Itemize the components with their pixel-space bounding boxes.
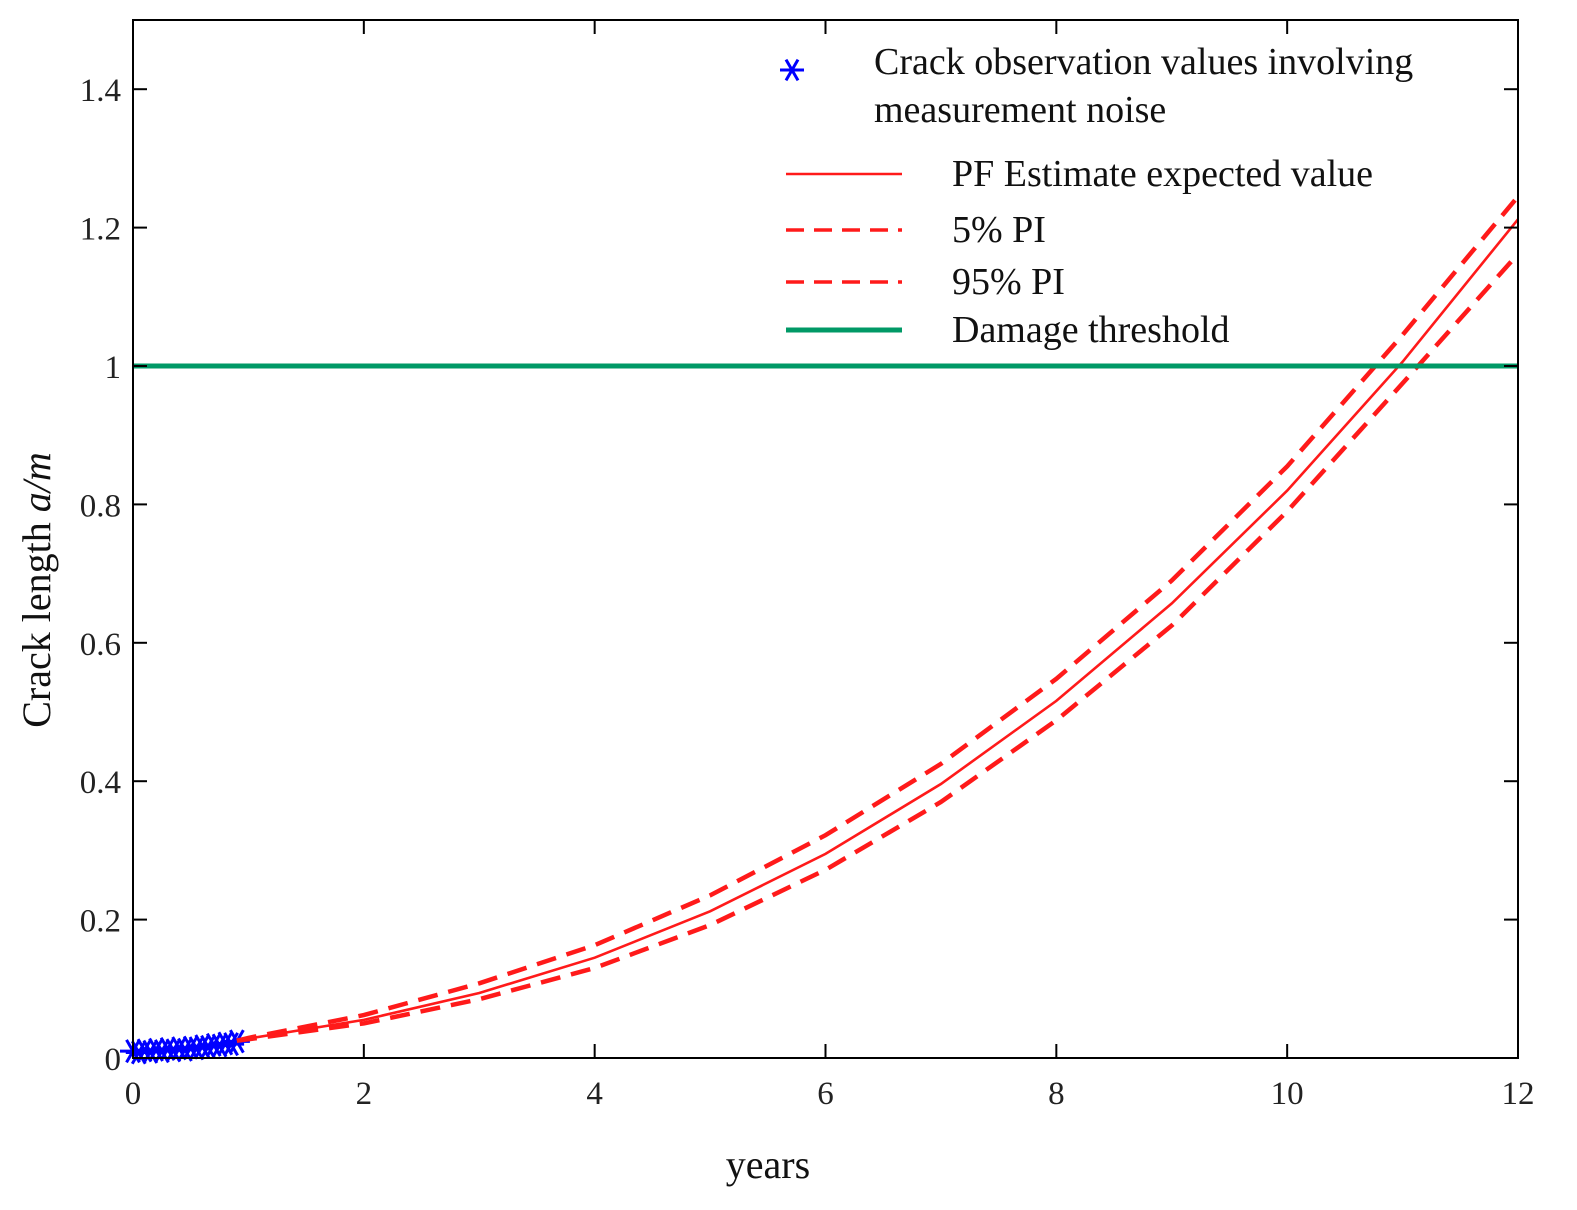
x-tick-label: 8	[1048, 1076, 1065, 1112]
legend-label: 5% PI	[952, 209, 1046, 251]
y-tick-label: 0.6	[80, 627, 121, 663]
legend-label: Crack observation values involving measur…	[874, 41, 1413, 131]
series-line-5-pi	[236, 252, 1520, 1043]
x-axis-title: years	[726, 1142, 810, 1187]
y-tick-label: 1.2	[80, 212, 121, 248]
legend-label: Damage threshold	[952, 309, 1230, 351]
x-tick-label: 6	[817, 1076, 834, 1112]
legend-swatch-observations	[780, 58, 804, 82]
series-line-pf-estimate-expected-value	[236, 218, 1520, 1042]
legend-label: 95% PI	[952, 261, 1065, 303]
y-tick-label: 0	[105, 1042, 122, 1078]
legend: Crack observation values involving measur…	[780, 41, 1413, 351]
scatter-series-observations	[120, 1029, 250, 1065]
y-tick-label: 0.8	[80, 488, 121, 524]
legend-item: 95% PI	[786, 261, 1065, 303]
legend-item: 5% PI	[786, 209, 1046, 251]
legend-item: Crack observation values involving measur…	[780, 41, 1413, 131]
y-tick-label: 1.4	[80, 73, 121, 109]
x-tick-label: 0	[125, 1076, 142, 1112]
x-tick-label: 12	[1502, 1076, 1535, 1112]
x-tick-label: 4	[586, 1076, 603, 1112]
x-tick-label: 10	[1271, 1076, 1304, 1112]
y-axis-title-italic: a/m	[14, 452, 59, 512]
y-axis-title: Crack length a/m	[14, 452, 59, 728]
legend-item: Damage threshold	[786, 309, 1230, 351]
legend-item: PF Estimate expected value	[786, 153, 1373, 195]
tick-label-layer: 0 2 4 6 8 10 12 0 0.2 0.4 0.6 0.8 1 1.2 1.4	[80, 73, 1535, 1112]
y-tick-label: 0.2	[80, 904, 121, 940]
y-tick-label: 1	[105, 350, 122, 386]
y-tick-label: 0.4	[80, 765, 121, 801]
series-line-95-pi	[236, 195, 1520, 1043]
x-tick-label: 2	[356, 1076, 373, 1112]
y-axis-title-main: Crack length	[14, 512, 59, 728]
axes-layer	[132, 19, 1519, 1059]
series-layer	[120, 195, 1520, 1065]
legend-label: PF Estimate expected value	[952, 153, 1373, 195]
